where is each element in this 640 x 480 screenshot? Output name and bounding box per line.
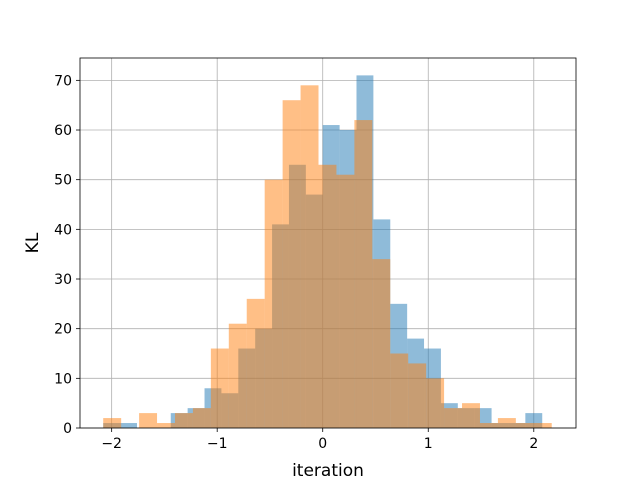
histogram-bar <box>390 353 409 428</box>
x-axis-label: iteration <box>292 461 364 480</box>
y-tick-label: 50 <box>54 173 72 189</box>
histogram-bar <box>157 423 175 428</box>
histogram-bar <box>246 298 265 428</box>
histogram-bar <box>264 179 283 428</box>
y-tick-label: 10 <box>54 371 72 387</box>
histogram-bar <box>444 408 463 428</box>
x-tick-label: −2 <box>101 436 122 452</box>
y-tick-label: 70 <box>54 73 72 89</box>
histogram-bar <box>515 423 534 428</box>
histogram-bar <box>228 323 247 428</box>
histogram-bar <box>282 100 301 428</box>
histogram-bar <box>139 413 158 428</box>
y-axis-label: KL <box>23 232 43 253</box>
histogram-bar <box>497 418 516 428</box>
histogram-bar <box>426 378 445 428</box>
x-tick-label: 2 <box>529 436 538 452</box>
histogram-bar <box>192 408 211 428</box>
histogram-bar <box>479 423 498 428</box>
histogram-bar <box>174 413 193 428</box>
histogram-bar <box>533 423 552 428</box>
histogram-bar <box>210 348 229 428</box>
plot-frame <box>79 57 577 429</box>
histogram-bar <box>103 418 122 428</box>
y-tick-label: 30 <box>54 272 72 288</box>
histogram-bar <box>300 85 319 429</box>
x-tick-label: 0 <box>318 436 327 452</box>
histogram-bars <box>103 75 552 429</box>
y-tick-label: 20 <box>54 322 72 338</box>
histogram-bar <box>354 120 373 428</box>
series-2-bars <box>103 85 552 429</box>
histogram-bar <box>120 423 137 428</box>
y-tick-label: 60 <box>54 123 72 139</box>
x-tick-label: 1 <box>424 436 433 452</box>
histogram-bar <box>462 403 480 428</box>
y-tick-label: 40 <box>54 222 72 238</box>
histogram-bar <box>336 174 355 428</box>
histogram-bar <box>408 363 427 428</box>
y-tick-label: 0 <box>63 421 72 437</box>
histogram-bar <box>318 164 337 429</box>
x-tick-label: −1 <box>207 436 228 452</box>
histogram-bar <box>372 259 391 428</box>
